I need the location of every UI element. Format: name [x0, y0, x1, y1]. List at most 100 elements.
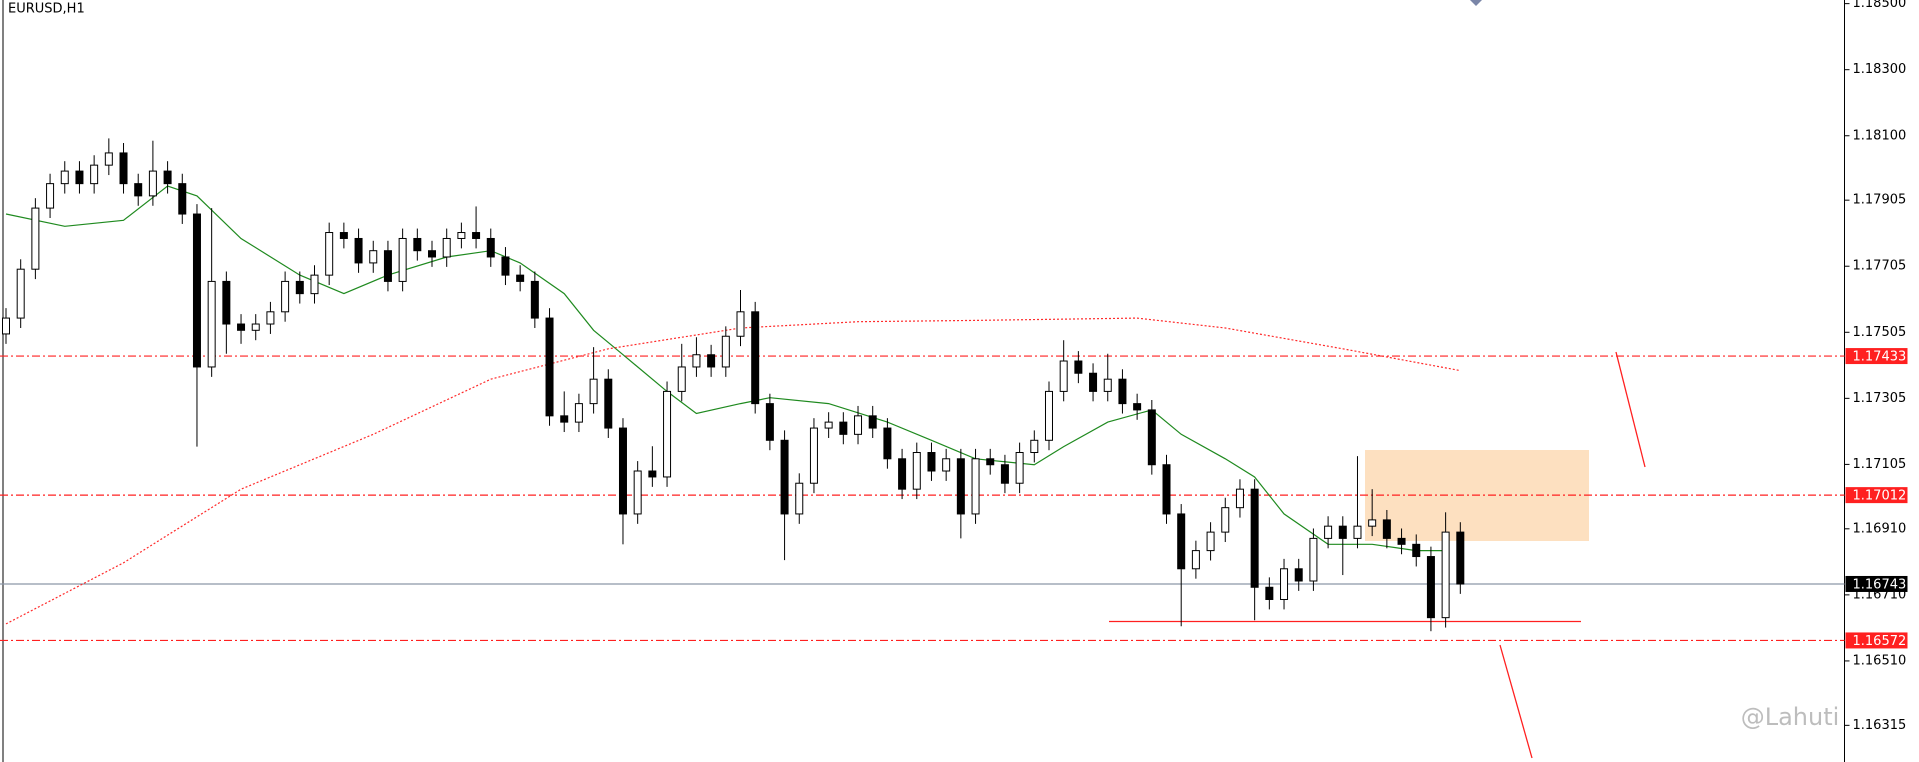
- drawn-line: [1499, 644, 1533, 759]
- candle-body: [1324, 525, 1333, 539]
- candle-body: [163, 170, 172, 185]
- candle-body: [310, 274, 319, 295]
- candle-body: [868, 415, 877, 429]
- candle-body: [325, 232, 334, 276]
- candle-body: [1250, 488, 1259, 588]
- candle-body: [1397, 537, 1406, 545]
- candle-body: [780, 439, 789, 515]
- candle-body: [428, 250, 437, 258]
- candle-body: [1426, 556, 1435, 619]
- candle-body: [1000, 464, 1009, 484]
- candle-body: [971, 458, 980, 515]
- price-label-box: [1845, 575, 1908, 592]
- candle-body: [663, 390, 672, 478]
- watermark: @Lahuti: [1741, 703, 1840, 731]
- candle-body: [1353, 525, 1362, 539]
- indicator-line: [5, 317, 1461, 625]
- y-tick-label: 1.17105: [1853, 457, 1907, 472]
- y-tick-label: 1.17505: [1853, 325, 1907, 340]
- candle-body: [618, 427, 627, 515]
- candle-body: [1309, 537, 1318, 582]
- y-tick-label: 1.18500: [1853, 0, 1907, 11]
- y-tick-label: 1.18300: [1853, 62, 1907, 77]
- candle-body: [237, 323, 246, 331]
- candle-body: [956, 458, 965, 515]
- candle-body: [75, 170, 84, 185]
- candle-body: [839, 421, 848, 435]
- candle-body: [1456, 531, 1465, 585]
- candle-body: [1294, 568, 1303, 582]
- candle-body: [1338, 525, 1347, 539]
- price-label: 1.16743: [1853, 577, 1907, 592]
- candle-body: [545, 317, 554, 417]
- candle-body: [90, 164, 99, 185]
- candle-body: [472, 232, 481, 239]
- candle-body: [60, 170, 69, 185]
- candle-body: [1412, 543, 1421, 558]
- y-tick-label: 1.16910: [1853, 521, 1907, 536]
- price-label: 1.17012: [1853, 489, 1907, 504]
- candle-body: [516, 274, 525, 282]
- y-tick-label: 1.17905: [1853, 193, 1907, 208]
- candle-body: [765, 403, 774, 441]
- candle-body: [148, 170, 157, 197]
- candle-body: [883, 427, 892, 460]
- candle-body: [104, 152, 113, 166]
- candle-body: [912, 452, 921, 490]
- candle-body: [134, 183, 143, 197]
- price-label: 1.17433: [1853, 350, 1907, 365]
- y-tick-label: 1.16510: [1853, 653, 1907, 668]
- candle-body: [339, 232, 348, 239]
- candle-body: [1015, 452, 1024, 484]
- candle-body: [501, 256, 510, 276]
- y-tick-label: 1.17305: [1853, 391, 1907, 406]
- candle-body: [192, 213, 201, 368]
- y-tick-label: 1.18100: [1853, 128, 1907, 143]
- candle-body: [398, 237, 407, 282]
- candle-body: [927, 452, 936, 472]
- candle-body: [824, 421, 833, 429]
- candle-body: [1191, 550, 1200, 570]
- candle-body: [16, 268, 25, 319]
- marker: [1470, 0, 1482, 6]
- candle-body: [1044, 390, 1053, 441]
- candle-body: [2, 317, 10, 335]
- price-label-box: [1845, 348, 1908, 365]
- candle-body: [795, 482, 804, 515]
- candle-body: [751, 311, 760, 405]
- candle-body: [1030, 439, 1039, 454]
- candle-body: [854, 415, 863, 435]
- candle-body: [31, 207, 40, 270]
- candle-body: [692, 354, 701, 368]
- candle-body: [1280, 568, 1289, 600]
- chart-title: EURUSD,H1: [8, 2, 85, 17]
- candle-body: [207, 280, 216, 368]
- drawn-line: [1615, 351, 1646, 468]
- candle-body: [119, 152, 128, 185]
- candle-body: [1103, 378, 1112, 392]
- candle-body: [1089, 372, 1098, 392]
- candle-body: [295, 280, 304, 295]
- candle-body: [369, 250, 378, 264]
- candle-body: [589, 378, 598, 405]
- candle-body: [809, 427, 818, 484]
- price-label-box: [1845, 487, 1908, 504]
- candle-body: [1368, 519, 1377, 527]
- candle-body: [1206, 531, 1215, 552]
- y-tick-label: 1.16315: [1853, 718, 1907, 733]
- candle-body: [1162, 464, 1171, 515]
- candle-body: [1382, 519, 1391, 539]
- price-label-box: [1845, 632, 1908, 649]
- candle-body: [1059, 360, 1068, 392]
- candle-body: [281, 280, 290, 313]
- candle-body: [222, 280, 231, 325]
- candle-body: [736, 311, 745, 337]
- candle-body: [1133, 403, 1142, 411]
- candle-body: [648, 470, 657, 478]
- candle-body: [721, 335, 730, 368]
- candle-body: [604, 378, 613, 429]
- candle-body: [46, 183, 55, 209]
